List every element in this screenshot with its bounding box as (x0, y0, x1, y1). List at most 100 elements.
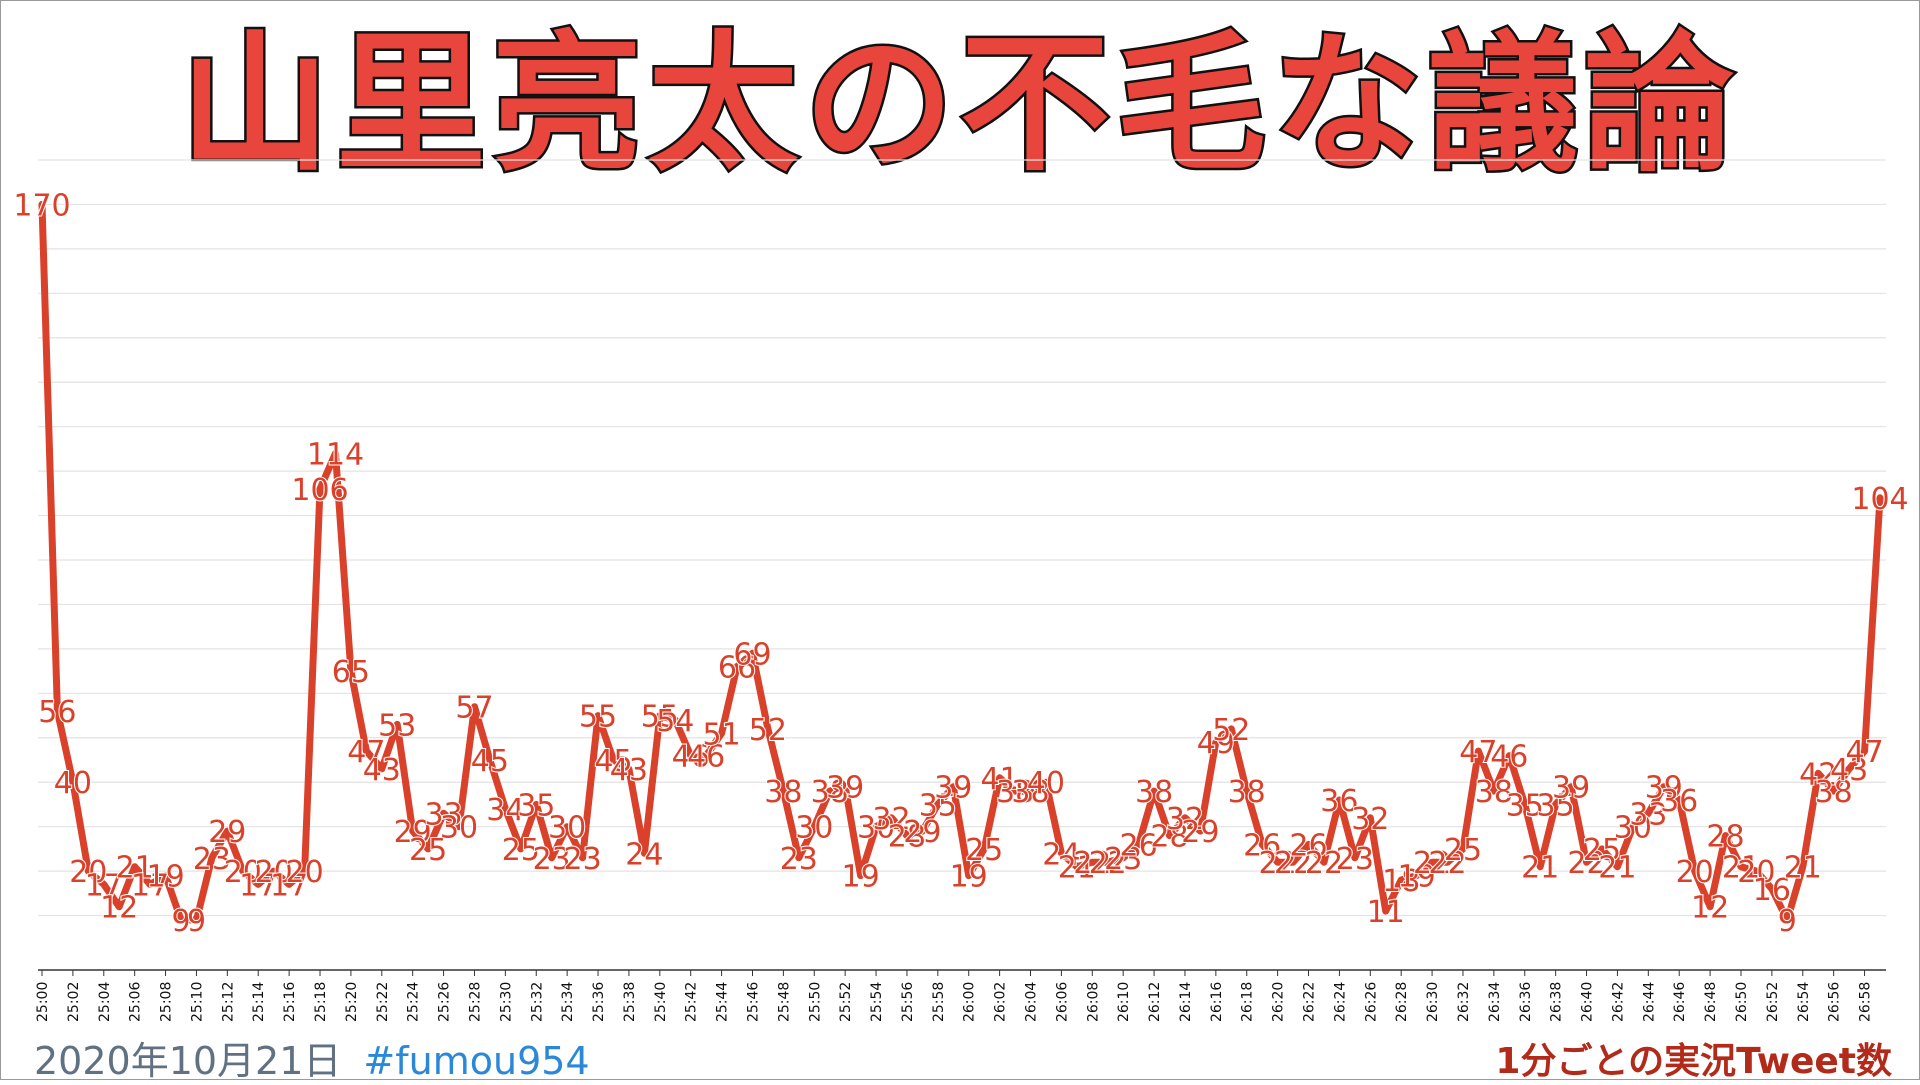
x-tick-label: 26:28 (1394, 982, 1410, 1022)
x-tick-label: 25:16 (282, 982, 298, 1022)
data-label: 26 (1120, 828, 1158, 863)
data-label: 20 (224, 855, 262, 890)
x-tick-label: 26:42 (1610, 982, 1626, 1022)
x-tick-label: 26:24 (1332, 982, 1348, 1022)
x-tick-label: 25:42 (684, 982, 700, 1022)
x-tick-label: 25:22 (375, 982, 391, 1022)
data-label: 41 (981, 762, 1019, 797)
data-label: 16 (1753, 873, 1791, 908)
x-tick-label: 26:26 (1363, 982, 1379, 1022)
data-label: 38 (1475, 775, 1513, 810)
chart-title: 山里亮太の不毛な議論 (177, 18, 1740, 193)
data-label: 57 (455, 691, 493, 726)
data-label: 53 (378, 708, 416, 743)
data-label: 29 (208, 815, 246, 850)
data-label: 20 (69, 855, 107, 890)
x-tick-label: 26:38 (1549, 982, 1565, 1022)
data-label: 30 (857, 811, 895, 846)
x-tick-label: 25:52 (838, 982, 854, 1022)
data-label: 104 (1851, 482, 1908, 517)
data-label: 21 (1521, 851, 1559, 886)
data-label: 33 (425, 797, 463, 832)
x-tick-label: 25:48 (776, 982, 792, 1022)
data-label: 69 (733, 637, 771, 672)
x-tick-label: 25:56 (900, 982, 916, 1022)
data-label: 56 (38, 695, 76, 730)
data-label: 23 (533, 842, 571, 877)
data-label: 21 (1722, 851, 1760, 886)
x-tick-label: 26:40 (1580, 982, 1596, 1022)
data-label: 22 (1567, 846, 1605, 881)
data-label: 39 (826, 771, 864, 806)
x-tick-label: 25:26 (437, 982, 453, 1022)
data-label: 12 (1691, 891, 1729, 926)
x-tick-label: 25:40 (653, 982, 669, 1022)
x-tick-label: 26:44 (1641, 982, 1657, 1022)
data-label: 28 (1150, 820, 1188, 855)
data-label: 38 (1011, 775, 1049, 810)
data-label: 47 (1459, 735, 1497, 770)
x-tick-label: 25:44 (715, 982, 731, 1022)
data-label: 39 (1645, 771, 1683, 806)
data-label: 35 (919, 788, 957, 823)
data-label: 20 (286, 855, 324, 890)
data-label: 47 (1846, 735, 1884, 770)
x-tick-label: 25:04 (97, 982, 113, 1022)
data-label: 19 (842, 860, 880, 895)
x-tick-label: 26:50 (1734, 982, 1750, 1022)
data-label: 11 (1367, 895, 1405, 930)
data-label: 26 (1289, 828, 1327, 863)
data-label: 45 (594, 744, 632, 779)
data-label: 23 (780, 842, 818, 877)
data-label: 29 (394, 815, 432, 850)
data-label: 43 (363, 753, 401, 788)
x-tick-label: 26:34 (1487, 982, 1503, 1022)
data-label: 65 (332, 655, 370, 690)
data-label: 29 (1181, 815, 1219, 850)
data-label: 106 (291, 473, 348, 508)
hashtag-link[interactable]: #fumou954 (363, 1039, 590, 1083)
data-label: 22 (1073, 846, 1111, 881)
data-label: 30 (548, 811, 586, 846)
data-label: 34 (486, 793, 524, 828)
x-tick-label: 26:04 (1024, 982, 1040, 1022)
data-label: 46 (687, 740, 725, 775)
data-label: 28 (1706, 820, 1744, 855)
x-tick-label: 25:20 (344, 982, 360, 1022)
data-label: 21 (116, 851, 154, 886)
data-label: 20 (1676, 855, 1714, 890)
data-label: 49 (1197, 726, 1235, 761)
data-label: 43 (1830, 753, 1868, 788)
tweet-count-line (38, 200, 1884, 924)
data-label: 54 (656, 704, 694, 739)
data-label: 17 (131, 868, 169, 903)
x-tick-label: 26:22 (1302, 982, 1318, 1022)
data-label: 32 (1166, 802, 1204, 837)
data-label: 23 (1336, 842, 1374, 877)
data-label: 23 (193, 842, 231, 877)
data-label: 55 (641, 700, 679, 735)
x-tick-label: 26:08 (1085, 982, 1101, 1022)
data-label: 25 (1583, 833, 1621, 868)
data-label: 17 (239, 868, 277, 903)
data-label: 9 (187, 904, 206, 939)
data-label: 21 (1598, 851, 1636, 886)
x-tick-label: 25:50 (807, 982, 823, 1022)
data-label: 66 (718, 651, 756, 686)
chart-caption: 1分ごとの実況Tweet数 (1495, 1041, 1892, 1082)
x-tick-label: 26:30 (1425, 982, 1441, 1022)
data-label: 38 (811, 775, 849, 810)
x-tick-label: 26:32 (1456, 982, 1472, 1022)
data-label: 33 (1629, 797, 1667, 832)
data-label: 24 (1042, 837, 1080, 872)
x-tick-label: 26:52 (1765, 982, 1781, 1022)
data-label: 30 (1614, 811, 1652, 846)
data-label: 19 (1398, 860, 1436, 895)
data-label: 38 (1135, 775, 1173, 810)
data-label: 9 (171, 904, 190, 939)
data-label: 55 (579, 700, 617, 735)
x-tick-label: 25:54 (869, 982, 885, 1022)
data-label: 26 (1243, 828, 1281, 863)
data-label: 25 (1444, 833, 1482, 868)
x-tick-label: 25:00 (35, 982, 51, 1022)
